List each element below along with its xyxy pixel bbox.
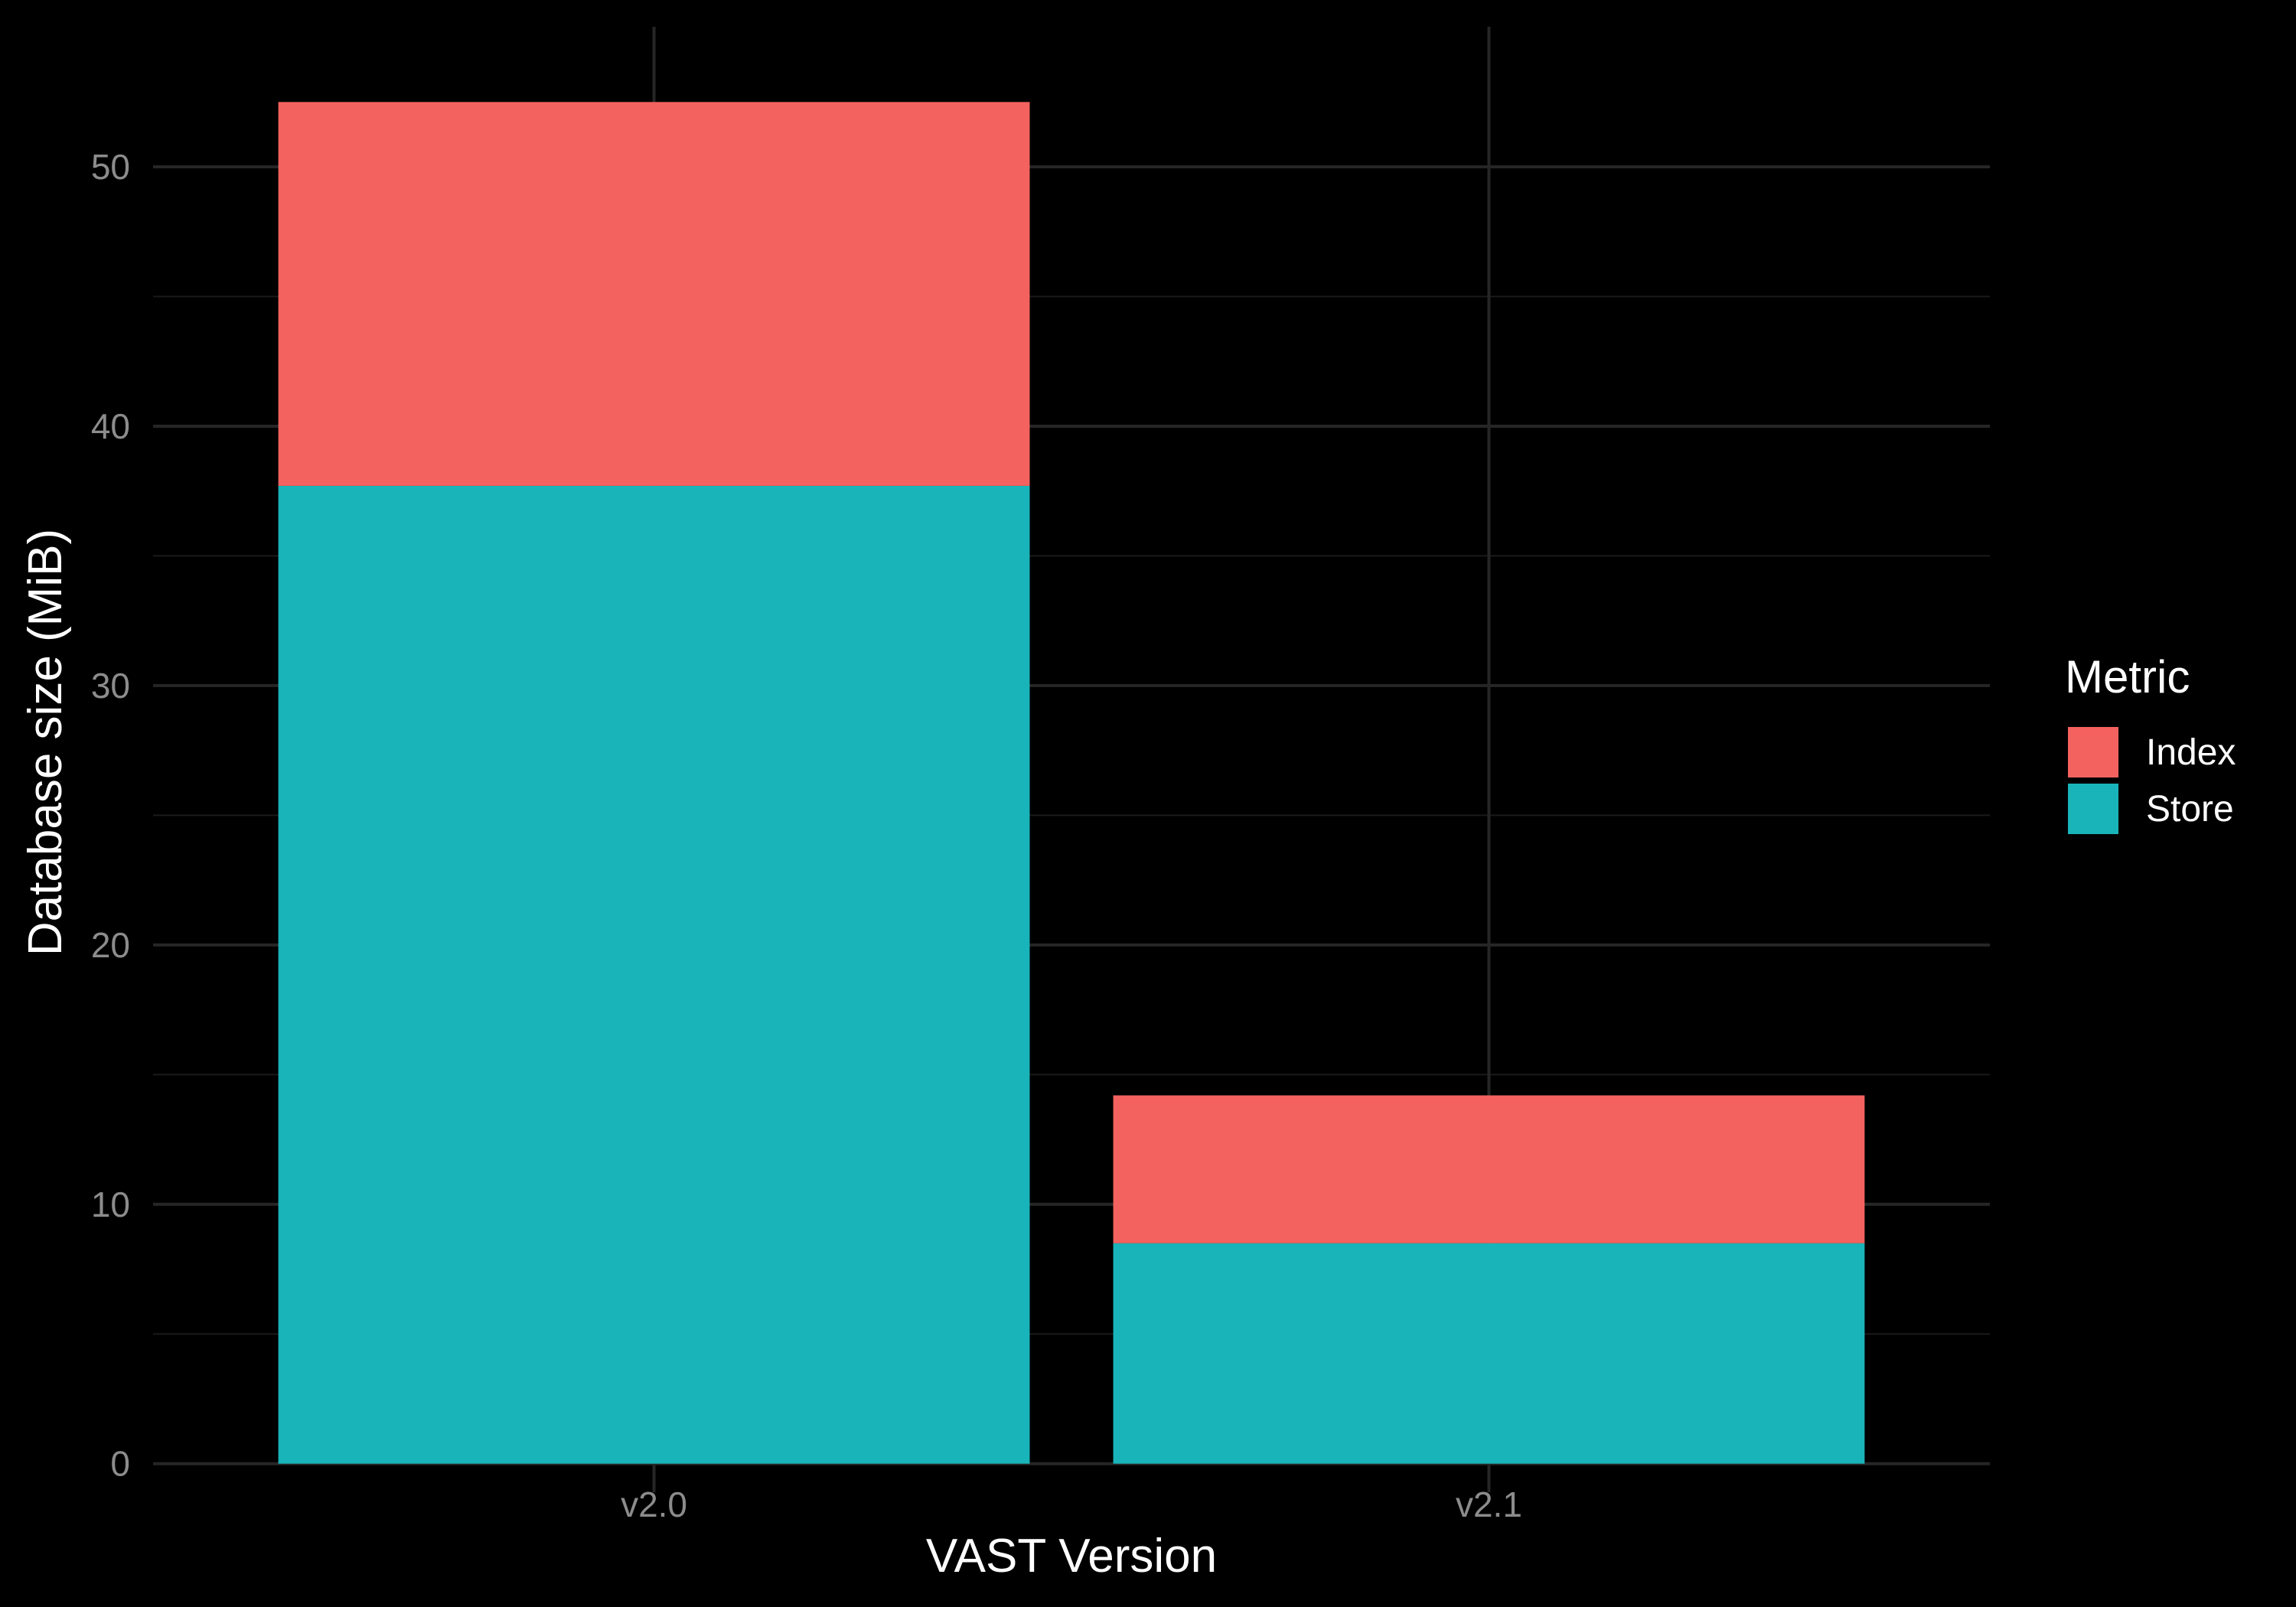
y-tick-label: 30 (91, 666, 130, 706)
y-axis-ticks: 0 10 20 30 40 50 (91, 147, 130, 1484)
y-tick-label: 20 (91, 925, 130, 965)
y-tick-label: 40 (91, 406, 130, 446)
legend-key-index (2068, 727, 2118, 777)
x-axis-ticks: v2.0 v2.1 (621, 1485, 1522, 1524)
legend-title: Metric (2065, 651, 2190, 702)
y-axis-title: Database size (MiB) (19, 529, 72, 956)
legend: Metric Index Store (2065, 651, 2236, 834)
legend-label-index: Index (2146, 732, 2236, 773)
y-tick-label: 10 (91, 1185, 130, 1224)
bar-index-v2.1 (1113, 1095, 1865, 1244)
y-tick-label: 0 (110, 1444, 130, 1484)
bars (278, 102, 1865, 1464)
legend-label-store: Store (2146, 789, 2234, 830)
x-axis-title: VAST Version (926, 1530, 1217, 1583)
bar-store-v2.1 (1113, 1243, 1865, 1464)
legend-key-store (2068, 784, 2118, 834)
bar-index-v2.0 (278, 102, 1030, 486)
x-tick-label: v2.1 (1456, 1485, 1522, 1524)
x-tick-label: v2.0 (621, 1485, 687, 1524)
y-tick-label: 50 (91, 147, 130, 187)
bar-store-v2.0 (278, 485, 1030, 1464)
